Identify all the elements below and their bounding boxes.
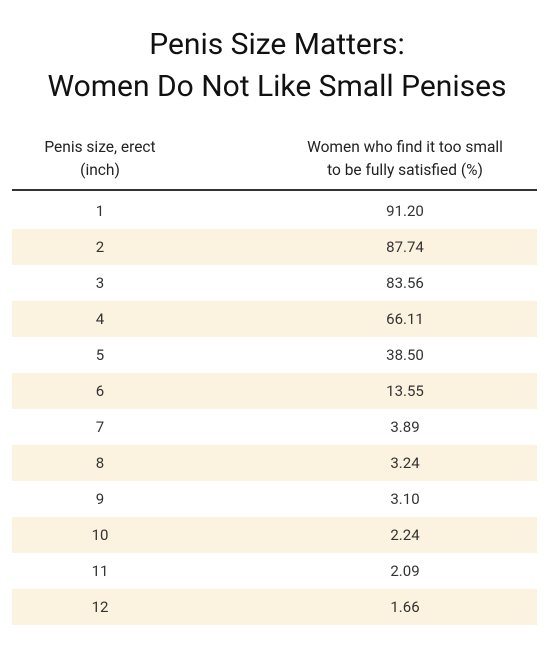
table-row: 8 3.24 [12,445,537,481]
table-row: 12 1.66 [12,589,537,625]
table-cell: 3.10 [390,490,420,508]
table-row: 4 66.11 [12,301,537,337]
table-cell: 4 [95,310,105,328]
table-cell: 12 [91,598,109,616]
table-cell: 9 [95,490,105,508]
table-row: 1 91.20 [12,193,537,229]
header-line: Penis size, erect [44,138,156,156]
table-row: 2 87.74 [12,229,537,265]
table-row: 7 3.89 [12,409,537,445]
table-cell: 1 [95,202,105,220]
header-line: to be fully satisfied (%) [327,161,483,179]
table-cell: 10 [91,526,109,544]
table-cell: 3.89 [390,418,420,436]
column-header: Penis size, erect (inch) [12,136,188,182]
table-row: 9 3.10 [12,481,537,517]
table-row: 5 38.50 [12,337,537,373]
table-row: 3 83.56 [12,265,537,301]
table-cell: 2.09 [390,562,420,580]
table-cell: 66.11 [386,310,424,328]
table-cell: 2 [95,238,105,256]
table-cell: 83.56 [386,274,424,292]
table-cell: 38.50 [386,346,424,364]
title-line: Penis Size Matters: [149,27,405,62]
table-cell: 1.66 [390,598,420,616]
table-cell: 91.20 [386,202,424,220]
header-rule [12,189,537,191]
title-line: Women Do Not Like Small Penises [47,69,507,104]
table-row: 6 13.55 [12,373,537,409]
table-cell: 3.24 [390,454,420,472]
table-cell: 6 [95,382,105,400]
table-cell: 2.24 [390,526,420,544]
table-cell: 87.74 [386,238,424,256]
title: Penis Size Matters: Women Do Not Like Sm… [0,24,554,108]
column-header: Women who find it too small to be fully … [270,136,540,182]
table-cell: 13.55 [386,382,424,400]
table-row: 11 2.09 [12,553,537,589]
table-cell: 3 [95,274,105,292]
table-cell: 11 [91,562,109,580]
table-cell: 5 [95,346,105,364]
header-line: Women who find it too small [307,138,503,156]
table-row: 10 2.24 [12,517,537,553]
table-cell: 7 [95,418,105,436]
header-line: (inch) [80,161,120,179]
table-cell: 8 [95,454,105,472]
